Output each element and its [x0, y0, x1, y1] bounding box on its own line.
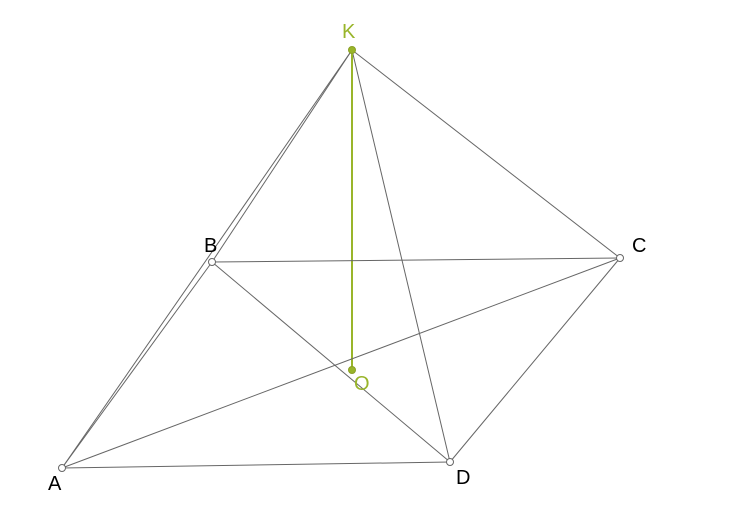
geometry-diagram: K B C O A D [0, 0, 748, 532]
edge-a-c [62, 258, 620, 468]
edge-k-b [212, 50, 352, 262]
edge-a-d [62, 462, 450, 468]
label-b: B [204, 235, 217, 257]
label-c: C [632, 235, 646, 257]
edge-k-c [352, 50, 620, 258]
edge-c-d [450, 258, 620, 462]
edge-k-d [352, 50, 450, 462]
edge-b-d [212, 262, 450, 462]
edge-b-c [212, 258, 620, 262]
label-a: A [48, 473, 62, 495]
edge-k-a [62, 50, 352, 468]
node-c [617, 255, 624, 262]
label-o: O [354, 373, 370, 395]
node-b [209, 259, 216, 266]
node-d [447, 459, 454, 466]
edge-a-b [62, 262, 212, 468]
node-k [349, 47, 356, 54]
label-k: K [342, 21, 356, 43]
label-d: D [456, 467, 470, 489]
node-a [59, 465, 66, 472]
